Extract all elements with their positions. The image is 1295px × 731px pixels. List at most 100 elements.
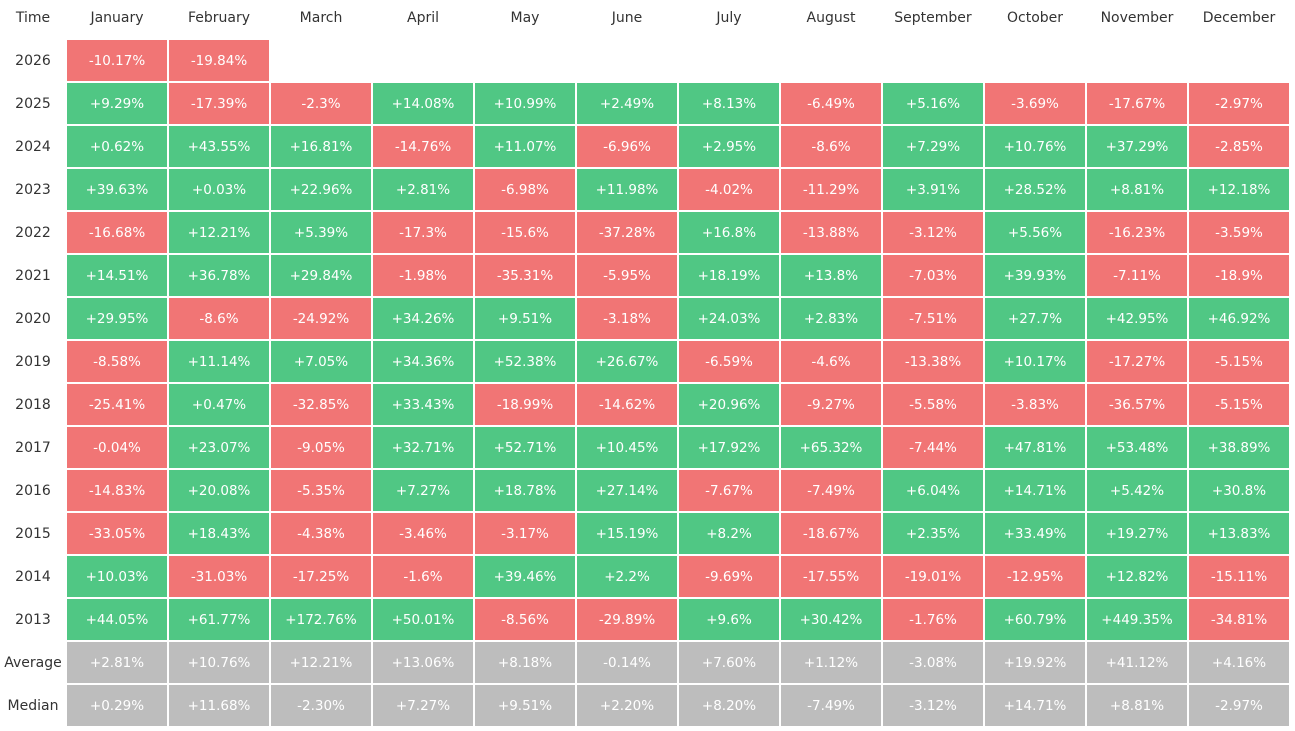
return-cell: +449.35%: [1087, 599, 1187, 640]
return-cell: +8.2%: [679, 513, 779, 554]
return-cell: +29.95%: [67, 298, 167, 339]
return-cell: +2.95%: [679, 126, 779, 167]
return-cell: +11.14%: [169, 341, 269, 382]
summary-cell: +4.16%: [1189, 642, 1289, 683]
return-cell: -7.44%: [883, 427, 983, 468]
return-cell: -5.15%: [1189, 384, 1289, 425]
return-cell: -8.6%: [781, 126, 881, 167]
return-cell: +9.29%: [67, 83, 167, 124]
return-cell: +10.45%: [577, 427, 677, 468]
return-cell: +12.21%: [169, 212, 269, 253]
column-header: January: [90, 10, 144, 26]
row-label: Average: [4, 654, 62, 671]
return-cell: +9.51%: [475, 298, 575, 339]
return-cell: -12.95%: [985, 556, 1085, 597]
return-cell: -3.83%: [985, 384, 1085, 425]
column-header: May: [510, 10, 540, 26]
summary-cell: +2.20%: [577, 685, 677, 726]
return-cell: +2.83%: [781, 298, 881, 339]
return-cell: +34.36%: [373, 341, 473, 382]
return-cell: -17.67%: [1087, 83, 1187, 124]
return-cell: -6.98%: [475, 169, 575, 210]
return-cell: -3.59%: [1189, 212, 1289, 253]
return-cell: -15.11%: [1189, 556, 1289, 597]
summary-cell: +8.81%: [1087, 685, 1187, 726]
return-cell: -34.81%: [1189, 599, 1289, 640]
return-cell: -9.05%: [271, 427, 371, 468]
return-cell: +6.04%: [883, 470, 983, 511]
summary-cell: -3.12%: [883, 685, 983, 726]
return-cell: -0.04%: [67, 427, 167, 468]
return-cell: -3.69%: [985, 83, 1085, 124]
return-cell: +5.16%: [883, 83, 983, 124]
return-cell: -3.46%: [373, 513, 473, 554]
return-cell: -15.6%: [475, 212, 575, 253]
return-cell: -24.92%: [271, 298, 371, 339]
return-cell: -14.76%: [373, 126, 473, 167]
return-cell: -7.67%: [679, 470, 779, 511]
return-cell: +33.49%: [985, 513, 1085, 554]
summary-cell: -3.08%: [883, 642, 983, 683]
summary-cell: -2.97%: [1189, 685, 1289, 726]
return-cell: -7.49%: [781, 470, 881, 511]
summary-cell: +41.12%: [1087, 642, 1187, 683]
return-cell: -31.03%: [169, 556, 269, 597]
return-cell: +61.77%: [169, 599, 269, 640]
column-header: December: [1202, 10, 1276, 26]
return-cell: +27.14%: [577, 470, 677, 511]
row-label: 2021: [15, 267, 51, 284]
return-cell: -17.25%: [271, 556, 371, 597]
summary-cell: -7.49%: [781, 685, 881, 726]
column-header: July: [716, 10, 742, 26]
return-cell: +9.6%: [679, 599, 779, 640]
return-cell: +12.18%: [1189, 169, 1289, 210]
return-cell: -4.6%: [781, 341, 881, 382]
return-cell: -1.76%: [883, 599, 983, 640]
return-cell: +0.62%: [67, 126, 167, 167]
return-cell: -17.27%: [1087, 341, 1187, 382]
column-header: Time: [15, 10, 51, 26]
column-header: June: [611, 10, 643, 26]
return-cell: +47.81%: [985, 427, 1085, 468]
summary-cell: +7.60%: [679, 642, 779, 683]
return-cell: -17.55%: [781, 556, 881, 597]
return-cell: +29.84%: [271, 255, 371, 296]
summary-cell: +19.92%: [985, 642, 1085, 683]
summary-cell: +13.06%: [373, 642, 473, 683]
return-cell: +0.47%: [169, 384, 269, 425]
return-cell: -1.6%: [373, 556, 473, 597]
return-cell: +37.29%: [1087, 126, 1187, 167]
return-cell: +7.05%: [271, 341, 371, 382]
return-cell: -32.85%: [271, 384, 371, 425]
row-label: 2015: [15, 525, 51, 542]
return-cell: -11.29%: [781, 169, 881, 210]
return-cell: +10.99%: [475, 83, 575, 124]
return-cell: -8.56%: [475, 599, 575, 640]
column-header: March: [299, 10, 343, 26]
return-cell: +18.78%: [475, 470, 575, 511]
return-cell: -5.95%: [577, 255, 677, 296]
column-header: November: [1100, 10, 1174, 26]
return-cell: +14.71%: [985, 470, 1085, 511]
column-header: August: [806, 10, 856, 26]
row-label: 2016: [15, 482, 51, 499]
return-cell: -16.68%: [67, 212, 167, 253]
return-cell: +26.67%: [577, 341, 677, 382]
return-cell: +5.42%: [1087, 470, 1187, 511]
return-cell: -7.11%: [1087, 255, 1187, 296]
return-cell: +22.96%: [271, 169, 371, 210]
return-cell: +8.81%: [1087, 169, 1187, 210]
return-cell: -2.97%: [1189, 83, 1289, 124]
return-cell: -6.49%: [781, 83, 881, 124]
summary-cell: +1.12%: [781, 642, 881, 683]
return-cell: +18.43%: [169, 513, 269, 554]
return-cell: +30.8%: [1189, 470, 1289, 511]
return-cell: +30.42%: [781, 599, 881, 640]
return-cell: -14.83%: [67, 470, 167, 511]
return-cell: +17.92%: [679, 427, 779, 468]
return-cell: +0.03%: [169, 169, 269, 210]
return-cell: -37.28%: [577, 212, 677, 253]
return-cell: +39.93%: [985, 255, 1085, 296]
return-cell: -3.18%: [577, 298, 677, 339]
